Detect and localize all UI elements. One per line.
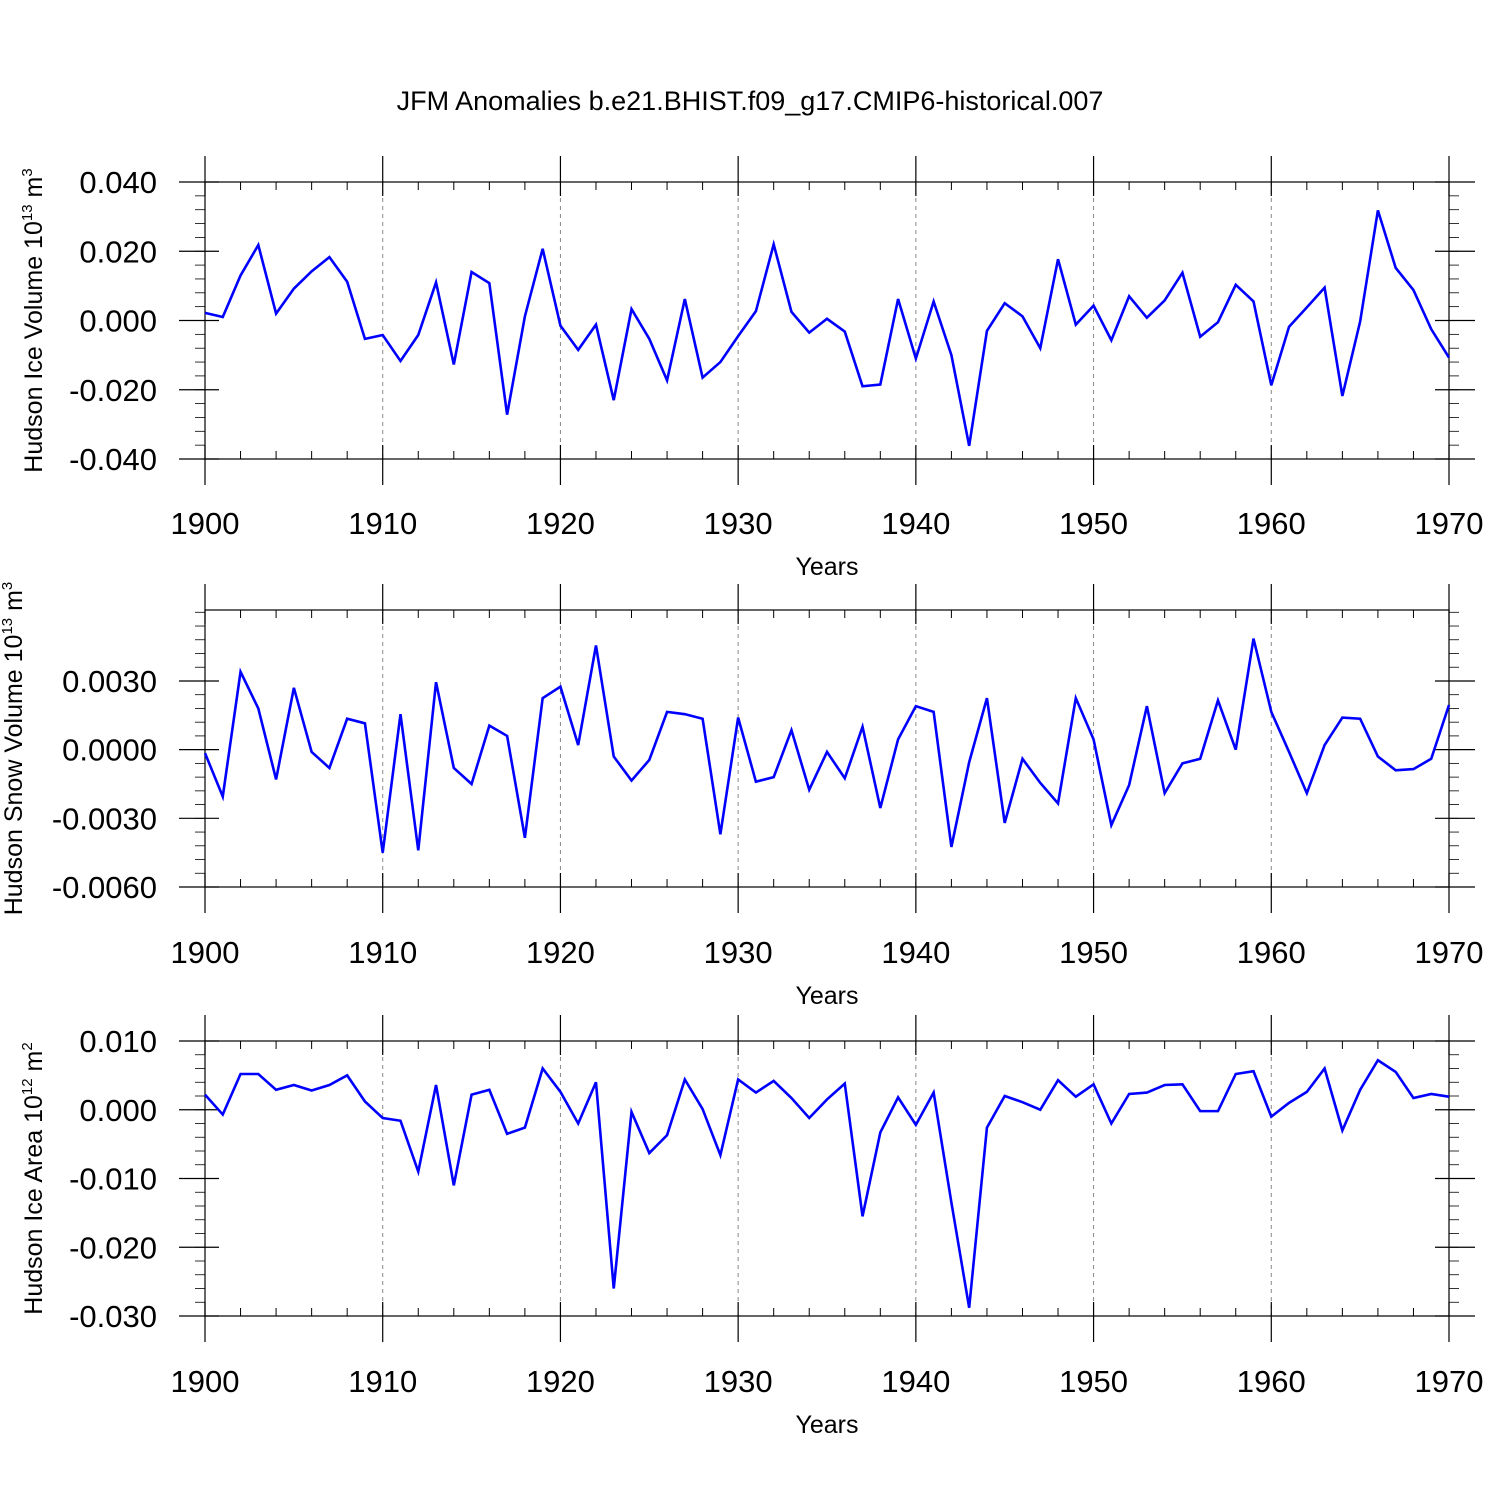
xtick-label-1950: 1950 xyxy=(1059,506,1128,541)
plot-frame xyxy=(204,1040,1450,1317)
xtick-label-1950: 1950 xyxy=(1059,935,1128,970)
xtick-label-1970: 1970 xyxy=(1415,506,1484,541)
xtick-label-1910: 1910 xyxy=(348,1364,417,1399)
xtick-label-1950: 1950 xyxy=(1059,1364,1128,1399)
xtick-label-1920: 1920 xyxy=(526,506,595,541)
snow-volume-panel: -0.0060 -0.0030 0.0000 0.0030 1900 1910 1920 19… xyxy=(0,582,1483,1010)
ytick-label: -0.020 xyxy=(69,373,157,408)
xtick-label-1900: 1900 xyxy=(171,935,240,970)
ytick-label: 0.0000 xyxy=(62,733,157,768)
ytick-label: -0.020 xyxy=(69,1230,157,1265)
ice-area-panel: -0.030 -0.020 -0.010 0.000 0.010 1900 1910 1920… xyxy=(19,1015,1483,1439)
ytick-label: -0.0060 xyxy=(52,870,157,905)
xtick-label-1910: 1910 xyxy=(348,506,417,541)
y-axis-label: Hudson Ice Volume 1013 m3 xyxy=(19,168,48,472)
plot-frame xyxy=(204,609,1450,888)
xtick-label-1970: 1970 xyxy=(1415,1364,1484,1399)
xtick-label-1930: 1930 xyxy=(704,506,773,541)
ytick-label: 0.040 xyxy=(79,165,157,200)
figure-title: JFM Anomalies b.e21.BHIST.f09_g17.CMIP6-… xyxy=(397,86,1104,116)
xtick-label-1910: 1910 xyxy=(348,935,417,970)
x-axis-label: Years xyxy=(795,1411,858,1439)
ytick-label: -0.0030 xyxy=(52,801,157,836)
xtick-label-1960: 1960 xyxy=(1237,1364,1306,1399)
xtick-label-1930: 1930 xyxy=(704,1364,773,1399)
ytick-label: 0.000 xyxy=(79,1093,157,1128)
ice-area-series-line xyxy=(204,1058,1450,1308)
ytick-label: -0.040 xyxy=(69,442,157,477)
xtick-label-1970: 1970 xyxy=(1415,935,1484,970)
xtick-label-1960: 1960 xyxy=(1237,506,1306,541)
xtick-label-1940: 1940 xyxy=(881,1364,950,1399)
xtick-label-1960: 1960 xyxy=(1237,935,1306,970)
ytick-label: 0.0030 xyxy=(62,664,157,699)
ytick-label: 0.020 xyxy=(79,234,157,269)
xtick-label-1920: 1920 xyxy=(526,1364,595,1399)
xtick-label-1900: 1900 xyxy=(171,506,240,541)
x-axis-label: Years xyxy=(795,553,858,581)
xtick-label-1900: 1900 xyxy=(171,1364,240,1399)
ytick-label: -0.010 xyxy=(69,1162,157,1197)
ytick-label: -0.030 xyxy=(69,1299,157,1334)
ytick-label: 0.000 xyxy=(79,304,157,339)
x-axis-label: Years xyxy=(795,982,858,1010)
xtick-label-1940: 1940 xyxy=(881,935,950,970)
plot-frame xyxy=(204,181,1450,460)
xtick-label-1920: 1920 xyxy=(526,935,595,970)
snow-volume-series-line xyxy=(203,638,1451,853)
ice-volume-panel: -0.040 -0.020 0.000 0.020 0.040 1900 1910 1920 1… xyxy=(19,156,1483,581)
xtick-label-1930: 1930 xyxy=(704,935,773,970)
y-axis-label: Hudson Ice Area 1012 m2 xyxy=(19,1042,48,1314)
ytick-label: 0.010 xyxy=(79,1024,157,1059)
ice-volume-series-line xyxy=(204,210,1451,447)
y-axis-label: Hudson Snow Volume 1013 m3 xyxy=(0,582,28,916)
xtick-label-1940: 1940 xyxy=(881,506,950,541)
